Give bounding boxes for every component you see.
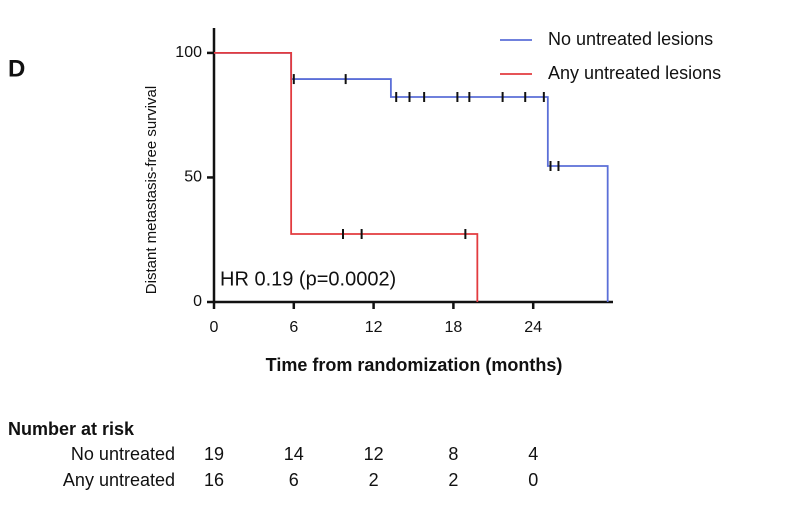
- legend-label: No untreated lesions: [548, 29, 713, 49]
- risk-value: 2: [448, 470, 458, 490]
- annotation: HR 0.19 (p=0.0002): [220, 268, 396, 290]
- survival-curve: [214, 52, 609, 302]
- x-tick-label: 18: [445, 319, 463, 336]
- panel-label: D: [8, 55, 25, 82]
- x-axis-label: Time from randomization (months): [266, 355, 563, 375]
- legend-label: Any untreated lesions: [548, 63, 721, 83]
- x-tick-label: 6: [289, 319, 298, 336]
- x-tick-label: 24: [524, 319, 542, 336]
- risk-value: 19: [204, 444, 224, 464]
- risk-value: 16: [204, 470, 224, 490]
- risk-value: 0: [528, 470, 538, 490]
- risk-value: 4: [528, 444, 538, 464]
- risk-row-label: Any untreated: [63, 470, 175, 490]
- x-tick-label: 12: [365, 319, 383, 336]
- risk-table-title: Number at risk: [8, 419, 135, 439]
- y-axis-label: Distant metastasis-free survival: [143, 86, 160, 294]
- survival-curve: [214, 52, 479, 302]
- y-tick-label: 100: [175, 44, 202, 61]
- risk-value: 8: [448, 444, 458, 464]
- risk-value: 2: [369, 470, 379, 490]
- risk-row-label: No untreated: [71, 444, 175, 464]
- y-tick-label: 50: [184, 169, 202, 186]
- y-tick-label: 0: [193, 293, 202, 310]
- risk-value: 14: [284, 444, 304, 464]
- risk-value: 6: [289, 470, 299, 490]
- x-tick-label: 0: [210, 319, 219, 336]
- risk-value: 12: [364, 444, 384, 464]
